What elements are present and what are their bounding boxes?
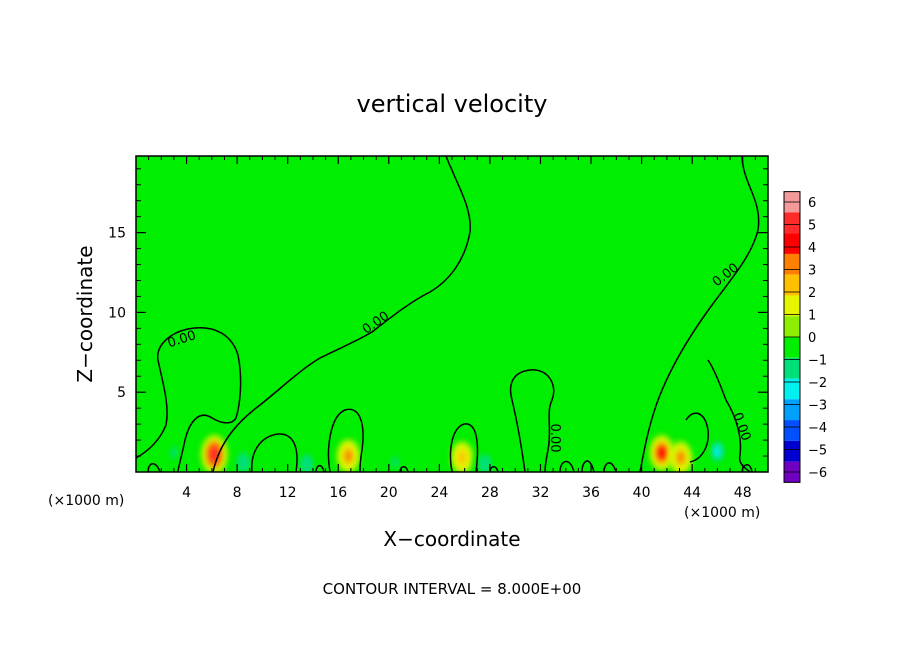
x-tick-label: 44 <box>683 485 701 501</box>
colorbar-label: −5 <box>808 444 827 459</box>
feature-core-5 <box>713 444 722 458</box>
colorbar-swatch <box>784 337 800 358</box>
colorbar-label: −3 <box>808 399 827 414</box>
x-tick-label: 20 <box>380 485 398 501</box>
colorbar-swatch <box>784 316 800 337</box>
colorbar-swatch <box>784 357 800 379</box>
plot-background <box>136 156 768 472</box>
x-tick-label: 12 <box>279 485 297 501</box>
contour-label-3: 0.00 <box>547 424 562 453</box>
colorbar-label: 6 <box>808 196 816 211</box>
colorbar-label: −1 <box>808 354 827 369</box>
colorbar-label: 4 <box>808 241 816 256</box>
colorbar-label: 5 <box>808 219 816 234</box>
colorbar-label: −2 <box>808 376 827 391</box>
x-tick-label: 28 <box>481 485 499 501</box>
colorbar-label: 1 <box>808 309 816 324</box>
feature-12 <box>668 360 729 441</box>
colorbar-swatch <box>784 399 800 421</box>
colorbar-swatch <box>784 233 800 254</box>
y-tick-label: 15 <box>108 226 126 242</box>
colorbar-swatch <box>784 253 800 275</box>
colorbar-label: −6 <box>808 466 827 481</box>
colorbar-swatch <box>784 212 800 234</box>
colorbar-swatch <box>784 378 800 400</box>
feature-core-2 <box>458 451 466 465</box>
feature-core-3 <box>657 445 667 461</box>
x-tick-label: 32 <box>532 485 550 501</box>
contour-line-3 <box>509 369 555 472</box>
x-tick-label: 48 <box>734 485 752 501</box>
feature-core-4 <box>676 450 685 465</box>
colorbar-swatch <box>784 295 800 317</box>
x-tick-label: 16 <box>329 485 347 501</box>
y-tick-label: 10 <box>108 305 126 321</box>
x-tick-label: 8 <box>233 485 242 501</box>
contour-line-4 <box>639 156 760 472</box>
colorbar-label: 3 <box>808 264 816 279</box>
x-unit-right: (×1000 m) <box>684 505 760 521</box>
x-axis-label: X−coordinate <box>383 527 520 551</box>
colorbar-label: 2 <box>808 286 816 301</box>
x-unit-left: (×1000 m) <box>48 493 124 509</box>
y-axis-label: Z−coordinate <box>73 245 97 382</box>
chart-title: vertical velocity <box>357 90 548 118</box>
colorbar-swatch <box>784 274 800 296</box>
colorbar-swatch <box>784 420 800 441</box>
feature-core-6 <box>239 456 248 469</box>
feature-core-9 <box>391 456 399 469</box>
feature-core-10 <box>481 457 489 471</box>
x-axis-ticks: 4 8 12 16 20 24 28 32 36 40 44 48 <box>148 156 756 501</box>
plot-area: 0.00 0.00 0.00 0.00 0.00 <box>135 155 769 473</box>
feature-core-0 <box>209 446 220 463</box>
contour-line-1 <box>136 327 242 472</box>
colorbar: 6 5 4 3 2 1 0 −1 −2 −3 −4 −5 −6 <box>783 191 827 483</box>
feature-core-1 <box>344 449 353 463</box>
colorbar-label: −4 <box>808 421 827 436</box>
zero-contours <box>136 156 760 472</box>
y-tick-label: 5 <box>117 385 126 401</box>
feature-core-7 <box>170 446 178 459</box>
contour-small-loops <box>147 408 753 472</box>
x-tick-label: 36 <box>582 485 600 501</box>
colorbar-label: 0 <box>808 331 816 346</box>
contour-line-2 <box>212 156 471 472</box>
feature-core-8 <box>303 457 311 471</box>
velocity-features <box>162 336 729 472</box>
x-tick-label: 4 <box>182 485 191 501</box>
x-tick-label: 24 <box>430 485 448 501</box>
x-tick-label: 40 <box>633 485 651 501</box>
feature-11 <box>162 336 223 417</box>
colorbar-swatch <box>784 440 800 462</box>
contour-interval-note: CONTOUR INTERVAL = 8.000E+00 <box>323 580 582 598</box>
y-axis-ticks: 5 10 15 <box>108 168 768 457</box>
